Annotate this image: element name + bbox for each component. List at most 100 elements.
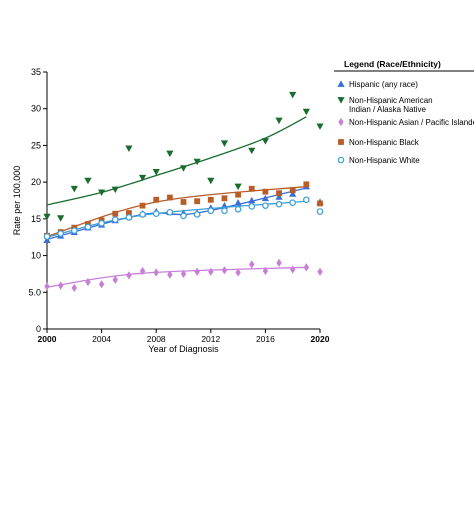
data-point — [316, 123, 324, 130]
data-point — [43, 236, 51, 244]
data-point — [221, 266, 228, 275]
x-axis-title: Year of Diagnosis — [148, 344, 219, 354]
legend-label: Non-Hispanic White — [349, 156, 420, 165]
data-point — [180, 212, 187, 220]
data-point — [220, 140, 229, 147]
data-point — [194, 198, 201, 205]
data-point — [275, 200, 283, 208]
data-point — [153, 196, 160, 203]
data-point — [98, 280, 105, 289]
legend-marker — [337, 80, 345, 87]
data-point — [153, 268, 159, 277]
data-point — [235, 268, 241, 277]
data-point — [166, 208, 174, 216]
x-tick-label: 2020 — [311, 334, 330, 344]
data-point — [180, 199, 187, 205]
data-point — [112, 275, 118, 284]
data-point — [71, 227, 78, 234]
legend-label: Hispanic (any race) — [349, 80, 418, 89]
data-point — [98, 219, 105, 227]
data-point — [303, 196, 310, 204]
series-2 — [44, 258, 323, 293]
data-point — [276, 258, 282, 268]
data-point — [289, 187, 296, 194]
data-point — [84, 177, 92, 185]
data-point — [111, 216, 119, 223]
trend-line — [46, 266, 307, 288]
data-point — [248, 147, 256, 155]
data-point — [43, 213, 51, 221]
data-point — [152, 210, 160, 218]
legend-label: Non-Hispanic Asian / Pacific Islander — [349, 118, 474, 127]
data-point — [166, 150, 174, 158]
data-point — [221, 195, 228, 202]
data-point — [166, 194, 173, 201]
data-point — [57, 215, 65, 222]
y-tick-label: 35 — [31, 67, 41, 77]
legend: Legend (Race/Ethnicity) Hispanic (any rac… — [334, 59, 474, 165]
data-point — [152, 168, 160, 176]
data-point — [303, 181, 310, 188]
legend-item-0: Hispanic (any race) — [337, 80, 418, 89]
data-point — [234, 199, 242, 206]
data-point — [43, 233, 51, 240]
legend-label-line: Indian / Alaska Native — [349, 105, 426, 114]
data-point — [84, 223, 92, 231]
data-point — [194, 267, 200, 276]
y-tick-label: 20 — [31, 177, 41, 187]
y-tick-label: 15 — [31, 214, 41, 224]
data-point — [207, 207, 215, 215]
data-point — [70, 185, 78, 193]
legend-title: Legend (Race/Ethnicity) — [344, 59, 441, 69]
data-point — [221, 207, 228, 215]
data-point — [44, 282, 50, 291]
data-point — [139, 266, 146, 276]
legend-label: Non-Hispanic Black — [349, 138, 420, 147]
legend-item-3: Non-Hispanic Black — [338, 138, 420, 147]
data-point — [317, 200, 323, 207]
data-point — [249, 260, 255, 269]
y-tick-label: 30 — [31, 104, 41, 114]
y-tick-label: 5.0 — [28, 287, 41, 297]
data-point — [289, 190, 297, 197]
data-point — [261, 194, 269, 202]
x-tick-label: 2004 — [92, 334, 111, 344]
data-point — [139, 202, 146, 209]
series-1 — [43, 91, 324, 222]
data-point — [139, 211, 146, 218]
data-point — [57, 230, 64, 237]
data-point — [126, 271, 132, 280]
plot-area: 0 5.0 10 15 20 25 30 35 2000 2004 2008 2012 2016 2020… — [12, 67, 330, 354]
y-axis-title: Rate per 100,000 — [12, 166, 22, 236]
y-tick-label: 0 — [36, 324, 41, 334]
data-point — [125, 145, 133, 152]
data-point — [180, 269, 187, 279]
y-tick-label: 10 — [31, 251, 41, 261]
x-tick-label: 2016 — [256, 334, 275, 344]
data-point — [302, 108, 310, 116]
data-point — [275, 193, 283, 200]
data-point — [98, 189, 106, 197]
data-point — [316, 208, 324, 215]
data-point — [111, 186, 119, 194]
data-point — [248, 196, 256, 204]
data-point — [126, 210, 132, 216]
legend-label-line: Non-Hispanic American — [349, 96, 433, 105]
data-point — [289, 199, 297, 207]
data-point — [248, 185, 255, 192]
data-point — [179, 165, 188, 172]
data-point — [167, 270, 173, 279]
data-point — [235, 191, 241, 198]
data-point — [193, 211, 201, 218]
legend-marker — [337, 97, 345, 104]
y-tick-label: 25 — [31, 140, 41, 150]
data-point — [85, 277, 91, 287]
data-point — [138, 174, 147, 182]
data-point — [207, 177, 215, 185]
data-point — [234, 206, 242, 213]
data-point — [57, 281, 64, 290]
x-tick-label: 2008 — [147, 334, 166, 344]
data-point — [208, 267, 214, 276]
data-point — [207, 196, 214, 203]
